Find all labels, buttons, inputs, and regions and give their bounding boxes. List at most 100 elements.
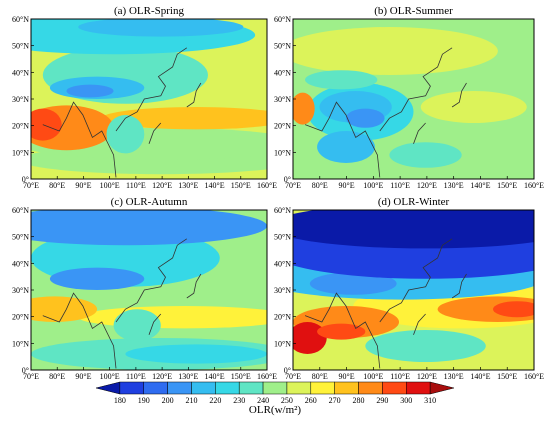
lat-tick-label: 10°N: [12, 148, 29, 157]
lat-tick-label: 30°N: [274, 286, 291, 295]
coastline: [413, 122, 426, 144]
colorbar-swatch: [382, 381, 407, 395]
lon-tick-label: 100°E: [363, 181, 383, 190]
lon-tick-label: 120°E: [417, 372, 437, 381]
lat-tick-label: 20°N: [12, 122, 29, 131]
panel-autumn: (c) OLR-Autumn 70°E 80°E 90°E 100°E 110°E 120°…: [12, 196, 277, 381]
lon-tick-label: 130°E: [178, 181, 198, 190]
map-panels: (a) OLR-Spring 70°E 80°E 90°E 100°E 110°E 120°…: [12, 5, 544, 381]
lat-tick-label: 40°N: [12, 259, 29, 268]
lat-tick-label: 40°N: [274, 259, 291, 268]
lon-tick-label: 110°E: [126, 372, 146, 381]
coastline: [186, 82, 202, 108]
colorbar-tick-label: 240: [257, 396, 269, 405]
lon-tick-label: 70°E: [23, 181, 39, 190]
lon-tick-label: 80°E: [49, 372, 65, 381]
colorbar-tick-label: 290: [376, 396, 388, 405]
coastline: [186, 273, 202, 299]
lon-tick-label: 80°E: [312, 181, 328, 190]
lon-tick-label: 160°E: [524, 181, 544, 190]
coastline: [304, 101, 381, 178]
colorbar-swatch: [215, 381, 240, 395]
lat-tick-label: 10°N: [12, 339, 29, 348]
lon-tick-label: 150°E: [497, 372, 517, 381]
lon-tick-label: 140°E: [205, 181, 225, 190]
colorbar-swatch: [262, 381, 288, 395]
lat-tick-label: 30°N: [12, 95, 29, 104]
colorbar-tick-label: 200: [162, 396, 174, 405]
colorbar-tick-label: 310: [424, 396, 436, 405]
panel-title: (b) OLR-Summer: [374, 5, 453, 17]
lon-tick-label: 120°E: [152, 372, 172, 381]
lat-tick-label: 0°: [284, 175, 291, 184]
lon-tick-label: 120°E: [152, 181, 172, 190]
olr-colorbar: OLR(w/m²) 180 190 200 210 220 230 240 250 260 270…: [95, 381, 455, 416]
colorbar-tick-label: 300: [400, 396, 412, 405]
lon-tick-label: 110°E: [126, 181, 146, 190]
panel-spring: (a) OLR-Spring 70°E 80°E 90°E 100°E 110°E 120°…: [12, 5, 277, 190]
lat-tick-label: 20°N: [274, 313, 291, 322]
lon-tick-label: 140°E: [470, 181, 490, 190]
lon-tick-label: 90°E: [75, 181, 91, 190]
lon-tick-label: 80°E: [312, 372, 328, 381]
lat-tick-label: 0°: [22, 175, 29, 184]
lon-tick-label: 130°E: [444, 181, 464, 190]
lat-tick-label: 40°N: [12, 68, 29, 77]
lat-tick-label: 20°N: [12, 313, 29, 322]
colorbar-tick-label: 270: [329, 396, 341, 405]
lon-tick-label: 70°E: [285, 372, 301, 381]
coastline: [42, 101, 117, 178]
lat-tick-label: 10°N: [274, 148, 291, 157]
panel-title: (a) OLR-Spring: [114, 5, 184, 17]
lon-tick-label: 150°E: [231, 181, 251, 190]
colorbar-tick-label: 180: [114, 396, 126, 405]
lat-tick-label: 50°N: [12, 42, 29, 51]
lat-tick-label: 0°: [22, 366, 29, 375]
coastline: [148, 122, 162, 144]
colorbar-swatch: [238, 381, 264, 395]
lon-tick-label: 90°E: [339, 181, 355, 190]
lon-tick-label: 100°E: [100, 372, 120, 381]
colorbar-tick-label: 260: [305, 396, 317, 405]
lat-tick-label: 10°N: [274, 339, 291, 348]
panel-winter: (d) OLR-Winter 70°E 80°E 90°E 100°E 110°E 120°…: [274, 196, 544, 381]
lon-tick-label: 110°E: [390, 372, 410, 381]
lat-tick-label: 50°N: [12, 233, 29, 242]
lon-tick-label: 90°E: [339, 372, 355, 381]
colorbar-swatch: [286, 381, 312, 395]
lat-tick-label: 30°N: [12, 286, 29, 295]
lon-tick-label: 100°E: [363, 372, 383, 381]
colorbar-swatch: [167, 381, 192, 395]
lon-tick-label: 160°E: [257, 181, 277, 190]
lat-tick-label: 60°N: [12, 206, 29, 215]
lat-tick-label: 60°N: [12, 15, 29, 24]
lon-tick-label: 80°E: [49, 181, 65, 190]
lon-tick-label: 120°E: [417, 181, 437, 190]
lon-tick-label: 140°E: [205, 372, 225, 381]
lat-tick-label: 60°N: [274, 206, 291, 215]
colorbar-swatch: [191, 381, 216, 395]
olr-field: [31, 19, 267, 179]
lon-tick-label: 150°E: [231, 372, 251, 381]
lon-tick-label: 160°E: [524, 372, 544, 381]
colorbar-tick-label: 190: [138, 396, 150, 405]
colorbar-swatch: [334, 381, 359, 395]
coastline: [451, 82, 467, 108]
lon-tick-label: 140°E: [470, 372, 490, 381]
lon-tick-label: 70°E: [23, 372, 39, 381]
colorbar-swatch: [119, 381, 144, 395]
lat-tick-label: 40°N: [274, 68, 291, 77]
coastline: [379, 47, 453, 132]
coastline: [115, 238, 188, 323]
lat-tick-label: 50°N: [274, 233, 291, 242]
colorbar-swatch: [95, 381, 121, 395]
panel-title: (d) OLR-Winter: [378, 196, 450, 208]
panel-title: (c) OLR-Autumn: [111, 196, 188, 208]
colorbar-label: OLR(w/m²): [249, 404, 302, 416]
colorbar-swatch: [429, 381, 455, 395]
colorbar-tick-label: 230: [233, 396, 245, 405]
coastline: [148, 313, 162, 335]
coastline: [42, 292, 117, 369]
coastline: [115, 47, 188, 132]
